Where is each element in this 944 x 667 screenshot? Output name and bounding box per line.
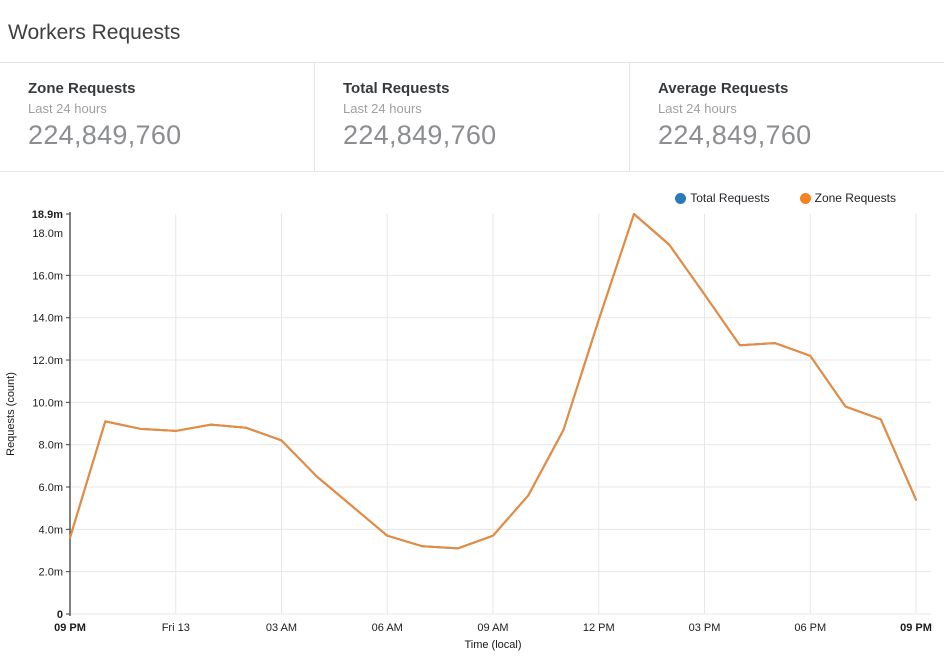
legend-item-total-requests[interactable]: Total Requests	[675, 191, 770, 205]
x-tick-label: 03 AM	[266, 622, 297, 634]
summary-cards: Zone Requests Last 24 hours 224,849,760 …	[0, 62, 944, 172]
y-tick-label: 0	[57, 609, 63, 621]
x-tick-label: 09 PM	[900, 622, 932, 634]
x-tick-label: Fri 13	[162, 622, 190, 634]
x-axis-title: Time (local)	[464, 639, 521, 651]
y-tick-label: 10.0m	[32, 397, 63, 409]
y-tick-label: 18.0m	[32, 228, 63, 240]
y-max-label: 18.9m	[32, 209, 63, 221]
x-tick-label: 06 PM	[794, 622, 826, 634]
card-subtitle: Last 24 hours	[28, 101, 107, 116]
y-axis-ticks	[66, 213, 70, 615]
card-average-requests: Average Requests Last 24 hours 224,849,7…	[629, 63, 944, 171]
y-tick-labels: 0 2.0m 4.0m 6.0m 8.0m 10.0m 12.0m 14.0m 16.0m 18.…	[32, 209, 63, 621]
y-tick-label: 4.0m	[39, 524, 63, 536]
card-title: Zone Requests	[28, 80, 136, 97]
gridlines	[70, 214, 931, 615]
x-tick-labels: 09 PM Fri 13 03 AM 06 AM 09 AM 12 PM 03 PM 06 P…	[54, 622, 932, 634]
series-line-zone-requests	[69, 213, 917, 550]
card-title: Total Requests	[343, 80, 450, 97]
legend-dot-zone-icon	[799, 192, 811, 204]
chart-legend: Total Requests Zone Requests	[675, 191, 896, 205]
card-value: 224,849,760	[343, 120, 497, 150]
card-subtitle: Last 24 hours	[658, 101, 737, 116]
y-tick-label: 14.0m	[32, 313, 63, 325]
y-tick-label: 16.0m	[32, 270, 63, 282]
y-tick-label: 12.0m	[32, 355, 63, 367]
card-total-requests: Total Requests Last 24 hours 224,849,760	[314, 63, 629, 171]
legend-label: Zone Requests	[814, 191, 896, 205]
legend-label: Total Requests	[690, 191, 770, 205]
y-tick-label: 2.0m	[39, 567, 63, 579]
card-zone-requests: Zone Requests Last 24 hours 224,849,760	[0, 63, 314, 171]
x-tick-label: 09 PM	[54, 622, 86, 634]
y-tick-label: 8.0m	[39, 440, 63, 452]
card-title: Average Requests	[658, 80, 789, 97]
card-value: 224,849,760	[658, 120, 812, 150]
card-subtitle: Last 24 hours	[343, 101, 422, 116]
legend-item-zone-requests[interactable]: Zone Requests	[799, 191, 896, 205]
x-tick-label: 06 AM	[372, 622, 403, 634]
x-tick-label: 09 AM	[477, 622, 508, 634]
y-tick-label: 6.0m	[39, 482, 63, 494]
legend-dot-total-icon	[675, 192, 687, 204]
card-value: 224,849,760	[28, 120, 182, 150]
x-tick-label: 12 PM	[583, 622, 615, 634]
y-axis-title: Requests (count)	[5, 372, 17, 456]
page-title: Workers Requests	[8, 21, 181, 45]
x-tick-label: 03 PM	[689, 622, 721, 634]
